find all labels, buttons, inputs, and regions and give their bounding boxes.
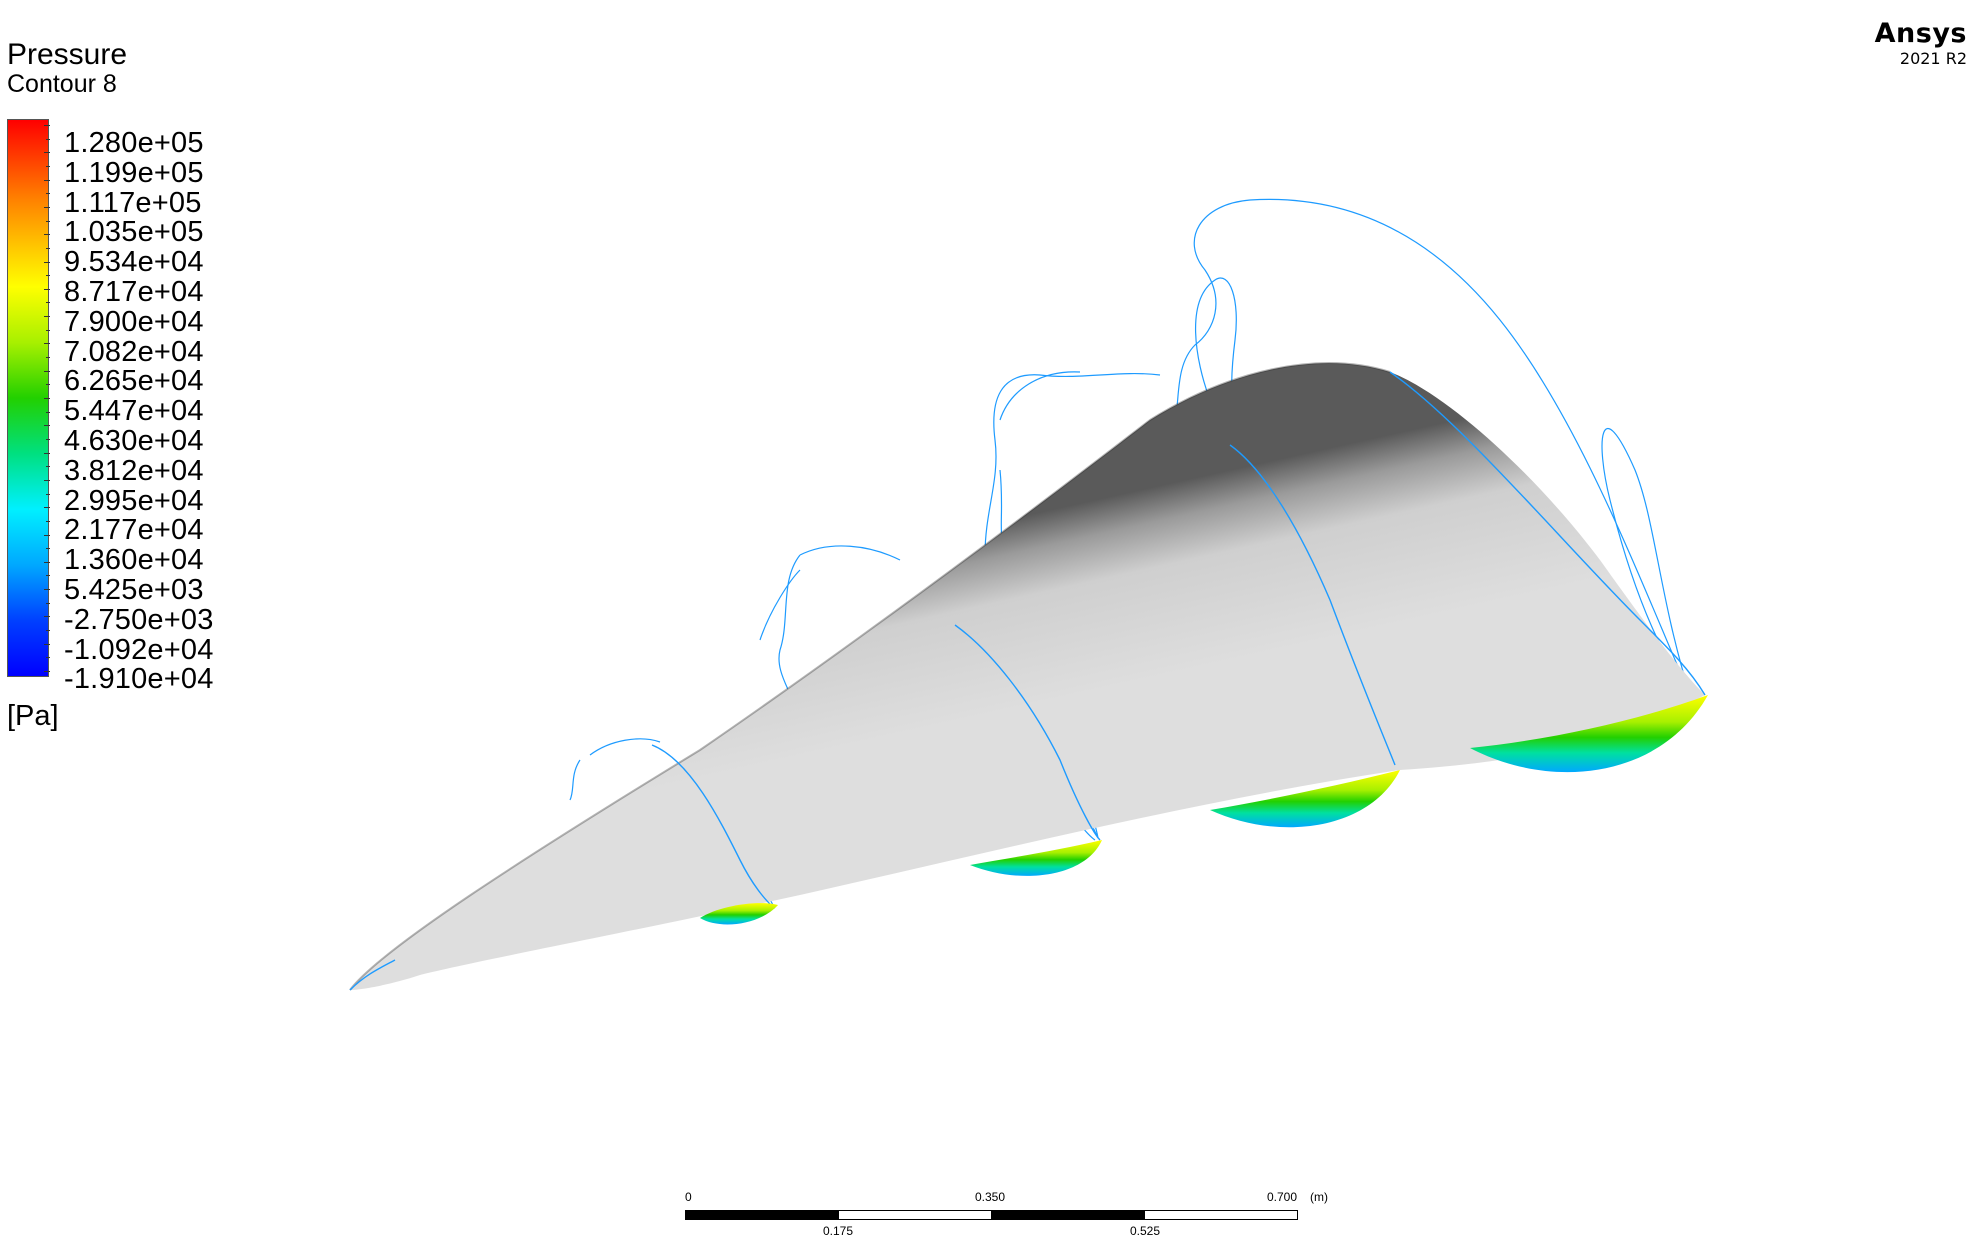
scale-unit: (m) [1310,1190,1328,1204]
legend-label: -2.750e+03 [64,603,214,636]
legend-tick [46,220,50,222]
pressure-contours [700,695,1708,925]
legend-tick [46,520,50,522]
legend-tick [44,589,50,591]
legend-tick [46,493,50,495]
legend-tick [46,138,50,140]
legend-tick [44,671,50,672]
ansys-logo: Ansys 2021 R2 [1875,18,1967,68]
shock-contour-lines [569,198,1691,906]
scale-bar: 0 0.350 0.700 (m) 0.175 0.525 [685,1186,1328,1246]
legend-tick [44,479,50,481]
legend-tick [46,329,50,331]
legend-tick [44,370,50,372]
legend-tick [46,602,50,604]
legend-tick [46,630,50,632]
scale-segment-3 [991,1210,1145,1220]
legend-tick [44,561,50,563]
legend-tick [44,206,50,208]
legend-subtitle: Contour 8 [7,70,117,98]
legend-tick [44,398,50,399]
legend-label: 5.425e+03 [64,574,204,606]
legend-label: 8.717e+04 [64,276,204,308]
legend-tick [44,288,50,290]
legend-title: Pressure [7,38,128,71]
legend-tick [44,534,50,536]
section-rings [349,371,1706,991]
legend-tick [44,507,50,509]
legend-tick [46,384,50,386]
legend-tick [46,438,50,440]
legend-tick [46,357,50,359]
legend-tick [46,575,50,577]
scale-segment-4 [1144,1210,1298,1220]
legend-tick [44,616,50,618]
legend-label: 2.177e+04 [64,514,204,547]
legend-colorbar [7,119,49,677]
legend-tick [46,466,50,468]
legend-label: 1.360e+04 [64,544,204,577]
legend-tick [44,452,50,454]
legend-label: 3.812e+04 [64,454,204,487]
brand-name: Ansys [1874,18,1967,49]
legend-tick [44,261,50,263]
legend-label: 7.082e+04 [64,335,204,368]
legend-tick [46,548,50,550]
legend-tick [46,302,50,304]
legend-label: 1.117e+05 [64,186,202,219]
scale-segment-2 [838,1210,992,1220]
scale-label-max: 0.700 [1267,1190,1298,1204]
legend-tick [46,411,50,413]
legend-label: 4.630e+04 [64,425,204,457]
legend-label: 1.035e+05 [64,216,204,249]
legend-tick [44,125,50,126]
scale-label-mid: 0.350 [975,1190,1006,1204]
scale-label-quarter: 0.175 [823,1224,854,1238]
cone-body [350,363,1705,990]
legend-label: -1.092e+04 [64,633,214,666]
legend-label: 1.280e+05 [64,127,204,159]
scale-label-three-quarter: 0.525 [1130,1224,1161,1238]
brand-version: 2021 R2 [1899,49,1967,68]
scale-segment-1 [685,1210,839,1220]
legend-tick [46,165,50,167]
legend-label: 7.900e+04 [64,305,204,338]
legend-label: 6.265e+04 [64,365,204,398]
legend-tick [44,234,50,236]
legend-tick [44,425,50,427]
legend-tick [44,179,50,181]
legend-tick [46,275,50,277]
legend-label: 1.199e+05 [64,156,204,189]
legend-tick [44,643,50,645]
legend-label: 9.534e+04 [64,246,204,279]
legend-label: -1.910e+04 [64,663,214,696]
scale-label-0: 0 [685,1190,692,1204]
legend-tick [44,343,50,345]
legend-tick [46,247,50,249]
legend-tick [44,152,50,154]
legend-tick [46,193,50,195]
legend-label: 5.447e+04 [64,395,204,428]
legend-unit: [Pa] [7,700,59,732]
legend-label: 2.995e+04 [64,484,204,517]
legend-tick [46,657,50,659]
legend-tick [44,316,50,318]
